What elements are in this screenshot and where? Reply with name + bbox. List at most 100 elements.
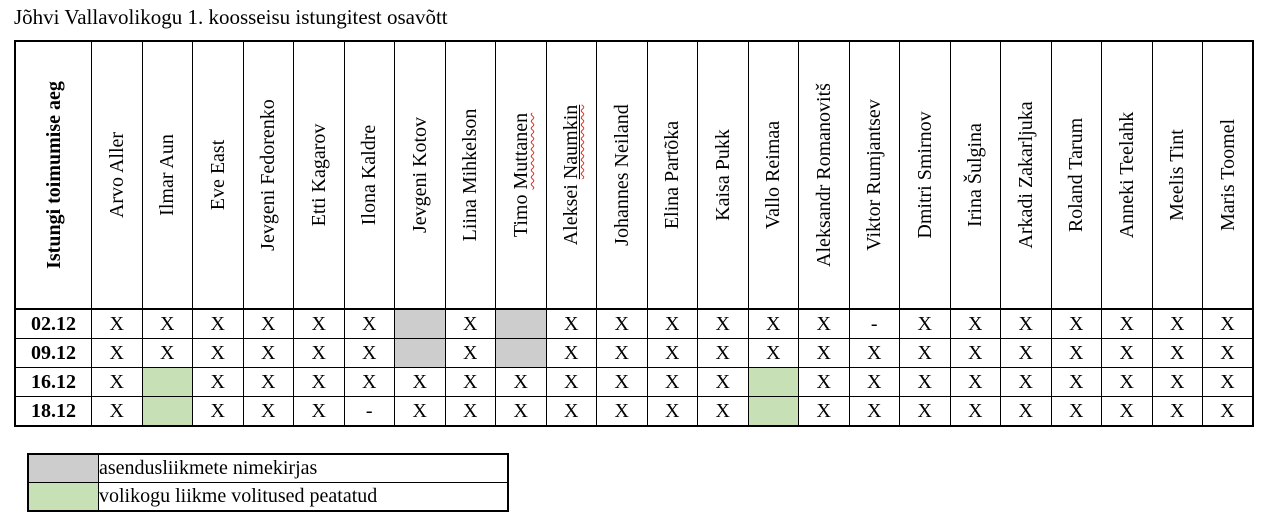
attendance-cell: X — [1151, 396, 1203, 427]
member-name: Timo Muttanen — [509, 112, 532, 238]
attendance-cell: X — [91, 308, 143, 339]
member-header-cell: Kaisa Pukk — [697, 40, 749, 310]
attendance-cell: X — [646, 396, 698, 427]
attendance-cell: X — [848, 338, 900, 368]
attendance-cell-substitute — [495, 308, 547, 339]
member-header-cell: Etti Kagarov — [293, 40, 345, 310]
attendance-cell: X — [242, 367, 294, 397]
session-date: 02.12 — [14, 308, 92, 339]
member-header-cell: Aleksandr Romanovitš — [798, 40, 850, 310]
attendance-cell: X — [545, 338, 597, 368]
attendance-cell: X — [798, 396, 850, 427]
attendance-cell: X — [192, 308, 244, 339]
attendance-cell: X — [1101, 396, 1153, 427]
member-name: Irina Šulgina — [964, 123, 987, 227]
attendance-cell: X — [192, 367, 244, 397]
attendance-cell: X — [242, 396, 294, 427]
attendance-cell: X — [949, 367, 1001, 397]
member-name: Kaisa Pukk — [711, 129, 734, 221]
attendance-cell: X — [1202, 308, 1254, 339]
attendance-cell: X — [848, 367, 900, 397]
attendance-cell-substitute — [495, 338, 547, 368]
member-header-cell: Dmitri Smirnov — [899, 40, 951, 310]
attendance-cell: X — [343, 367, 395, 397]
legend-row-substitute: asendusliikmete nimekirjas — [27, 453, 509, 483]
member-name: Ilmar Aun — [156, 134, 179, 216]
member-name: Maris Toomel — [1216, 118, 1239, 232]
attendance-cell: X — [545, 396, 597, 427]
attendance-cell: X — [343, 308, 395, 339]
attendance-cell: X — [697, 367, 749, 397]
member-header-cell: Liina Mihkelson — [444, 40, 496, 310]
session-date: 16.12 — [14, 367, 92, 397]
attendance-cell: X — [596, 308, 648, 339]
attendance-cell-suspended — [747, 367, 799, 397]
member-name: Liina Mihkelson — [459, 108, 482, 242]
attendance-cell: X — [192, 396, 244, 427]
member-header-cell: Viktor Rumjantsev — [848, 40, 900, 310]
member-name: Johannes Neiland — [610, 104, 633, 246]
attendance-cell: X — [192, 338, 244, 368]
attendance-cell: X — [1000, 308, 1052, 339]
attendance-cell: X — [596, 338, 648, 368]
attendance-row: 18.12 X X X X - X X X X X X X X X X X X X X X X — [14, 396, 1254, 427]
member-header-cell: Aleksei Naumkin — [545, 40, 597, 310]
attendance-cell: X — [293, 367, 345, 397]
member-header-cell: Meelis Tint — [1151, 40, 1203, 310]
attendance-cell: X — [293, 308, 345, 339]
attendance-cell: X — [293, 338, 345, 368]
attendance-cell: X — [646, 308, 698, 339]
attendance-cell: X — [798, 338, 850, 368]
member-name: Jevgeni Fedorenko — [257, 99, 280, 251]
member-name: Meelis Tint — [1166, 129, 1189, 221]
member-name: Aleksandr Romanovitš — [812, 83, 835, 267]
member-header-cell: Eve East — [192, 40, 244, 310]
attendance-cell: X — [899, 396, 951, 427]
attendance-cell: X — [596, 396, 648, 427]
attendance-cell: X — [495, 396, 547, 427]
attendance-cell: X — [394, 367, 446, 397]
attendance-cell: X — [697, 338, 749, 368]
attendance-cell: X — [444, 308, 496, 339]
member-name: Etti Kagarov — [307, 123, 330, 227]
attendance-cell: X — [798, 367, 850, 397]
attendance-cell: X — [949, 308, 1001, 339]
attendance-cell: X — [343, 338, 395, 368]
attendance-cell: X — [1202, 367, 1254, 397]
member-name-decorated: Muttanen — [509, 112, 532, 190]
attendance-cell: X — [1101, 338, 1153, 368]
attendance-table: Istungi toimumise aeg Arvo Aller Ilmar Au… — [14, 40, 1254, 427]
attendance-cell: X — [1050, 367, 1102, 397]
attendance-cell-suspended — [141, 396, 193, 427]
legend-swatch-green — [27, 482, 99, 512]
date-column-header: Istungi toimumise aeg — [14, 40, 92, 310]
attendance-cell: X — [899, 308, 951, 339]
attendance-cell: X — [91, 338, 143, 368]
attendance-cell: X — [242, 338, 294, 368]
member-name: Elina Partõka — [661, 120, 684, 230]
member-name: Viktor Rumjantsev — [863, 99, 886, 251]
attendance-cell: X — [747, 338, 799, 368]
attendance-cell: X — [1202, 396, 1254, 427]
attendance-cell: X — [444, 367, 496, 397]
member-header-cell: Ilona Kaldre — [343, 40, 395, 310]
attendance-cell: X — [899, 367, 951, 397]
attendance-cell-suspended — [747, 396, 799, 427]
attendance-cell: X — [646, 367, 698, 397]
attendance-cell: X — [899, 338, 951, 368]
member-header-cell: Timo Muttanen — [495, 40, 547, 310]
member-header-cell: Elina Partõka — [646, 40, 698, 310]
attendance-cell: X — [1101, 308, 1153, 339]
date-column-header-label: Istungi toimumise aeg — [42, 81, 65, 269]
attendance-cell: X — [91, 367, 143, 397]
attendance-cell: X — [293, 396, 345, 427]
attendance-cell: X — [1000, 367, 1052, 397]
attendance-row: 09.12 X X X X X X X X X X X X X X X X X X X X X — [14, 338, 1254, 368]
attendance-cell-substitute — [394, 308, 446, 339]
attendance-cell: - — [848, 308, 900, 339]
attendance-cell: X — [1101, 367, 1153, 397]
attendance-cell: X — [1050, 338, 1102, 368]
member-header-cell: Vallo Reimaa — [747, 40, 799, 310]
attendance-cell: X — [1000, 338, 1052, 368]
member-header-cell: Ilmar Aun — [141, 40, 193, 310]
